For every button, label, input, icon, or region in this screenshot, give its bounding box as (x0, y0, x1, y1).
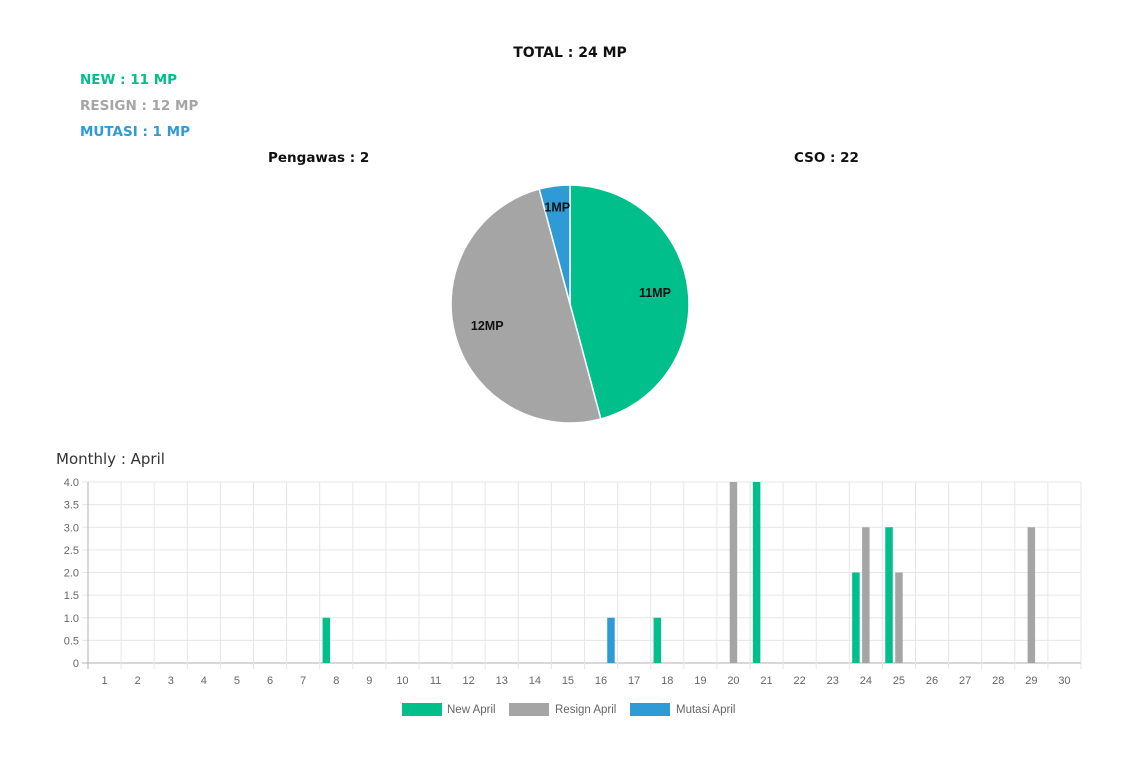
x-tick-label: 24 (860, 675, 872, 687)
x-tick-label: 26 (926, 675, 938, 687)
bar-resign-april (1027, 527, 1036, 663)
y-tick-label: 2.5 (64, 545, 79, 557)
legend-swatch-2 (630, 703, 670, 716)
bar-new-april (852, 572, 860, 663)
x-tick-label: 13 (496, 675, 508, 687)
x-tick-label: 6 (267, 675, 273, 687)
x-tick-label: 30 (1058, 675, 1070, 687)
bar-new-april (752, 482, 761, 663)
bar-new-april (322, 617, 331, 663)
y-tick-label: 4.0 (64, 477, 79, 489)
x-tick-label: 10 (396, 675, 408, 687)
x-tick-label: 5 (234, 675, 240, 687)
pie-slice-2 (538, 184, 571, 305)
x-tick-label: 8 (333, 675, 339, 687)
summary-resign: RESIGN : 12 MP (80, 98, 199, 114)
legend-label-2: Mutasi April (676, 704, 735, 716)
x-tick-label: 4 (201, 675, 207, 687)
y-tick-label: 3.0 (64, 522, 79, 534)
y-tick-label: 1.0 (64, 613, 79, 625)
x-tick-label: 16 (595, 675, 607, 687)
pie-label-0: 11MP (639, 286, 671, 300)
bar-chart: 4.03.53.02.52.01.51.00.50 1 2 3 4 5 6 7 8 9 10 11 1… (64, 477, 1082, 716)
x-tick-label: 12 (463, 675, 475, 687)
legend-label-1: Resign April (555, 704, 616, 716)
x-tick-label: 3 (168, 675, 174, 687)
y-tick-label: 2.0 (64, 568, 79, 580)
legend-label-0: New April (447, 704, 496, 716)
bar-new-april (653, 617, 662, 663)
x-tick-label: 2 (135, 675, 141, 687)
x-tick-label: 28 (992, 675, 1004, 687)
x-tick-label: 17 (628, 675, 640, 687)
pie-label-2: 1MP (544, 200, 570, 214)
x-tick-label: 20 (727, 675, 739, 687)
monthly-title: Monthly : April (56, 450, 165, 468)
x-tick-label: 14 (529, 675, 541, 687)
x-tick-label: 15 (562, 675, 574, 687)
y-tick-label: 0 (73, 658, 79, 670)
x-tick-label: 19 (694, 675, 706, 687)
pie-chart: 11MP 12MP 1MP (450, 184, 690, 424)
legend-swatch-1 (509, 703, 549, 716)
bar-mutasi-april (607, 617, 615, 663)
pie-slice-1 (450, 188, 602, 424)
x-tick-label: 7 (300, 675, 306, 687)
bar-resign-april (729, 482, 738, 663)
legend-swatch-0 (402, 703, 442, 716)
bar-resign-april (862, 527, 870, 663)
x-tick-label: 25 (893, 675, 905, 687)
total-label: TOTAL : 24 MP (513, 45, 627, 61)
x-tick-label: 9 (366, 675, 372, 687)
pengawas-label: Pengawas : 2 (268, 150, 370, 166)
x-tick-label: 21 (760, 675, 772, 687)
y-tick-label: 3.5 (64, 500, 79, 512)
x-tick-label: 1 (101, 675, 107, 687)
y-tick-label: 0.5 (64, 635, 79, 647)
x-tick-label: 11 (430, 675, 441, 687)
x-tick-label: 29 (1025, 675, 1037, 687)
summary-mutasi: MUTASI : 1 MP (80, 124, 190, 140)
cso-label: CSO : 22 (794, 150, 859, 166)
bar-new-april (885, 527, 893, 663)
y-tick-label: 1.5 (64, 590, 79, 602)
pie-label-1: 12MP (471, 319, 504, 333)
summary-new: NEW : 11 MP (80, 72, 178, 88)
x-tick-label: 22 (794, 675, 806, 687)
bar-resign-april (895, 572, 903, 663)
x-tick-label: 23 (827, 675, 839, 687)
x-tick-label: 18 (661, 675, 673, 687)
x-tick-label: 27 (959, 675, 971, 687)
pie-slice-0 (569, 184, 690, 420)
